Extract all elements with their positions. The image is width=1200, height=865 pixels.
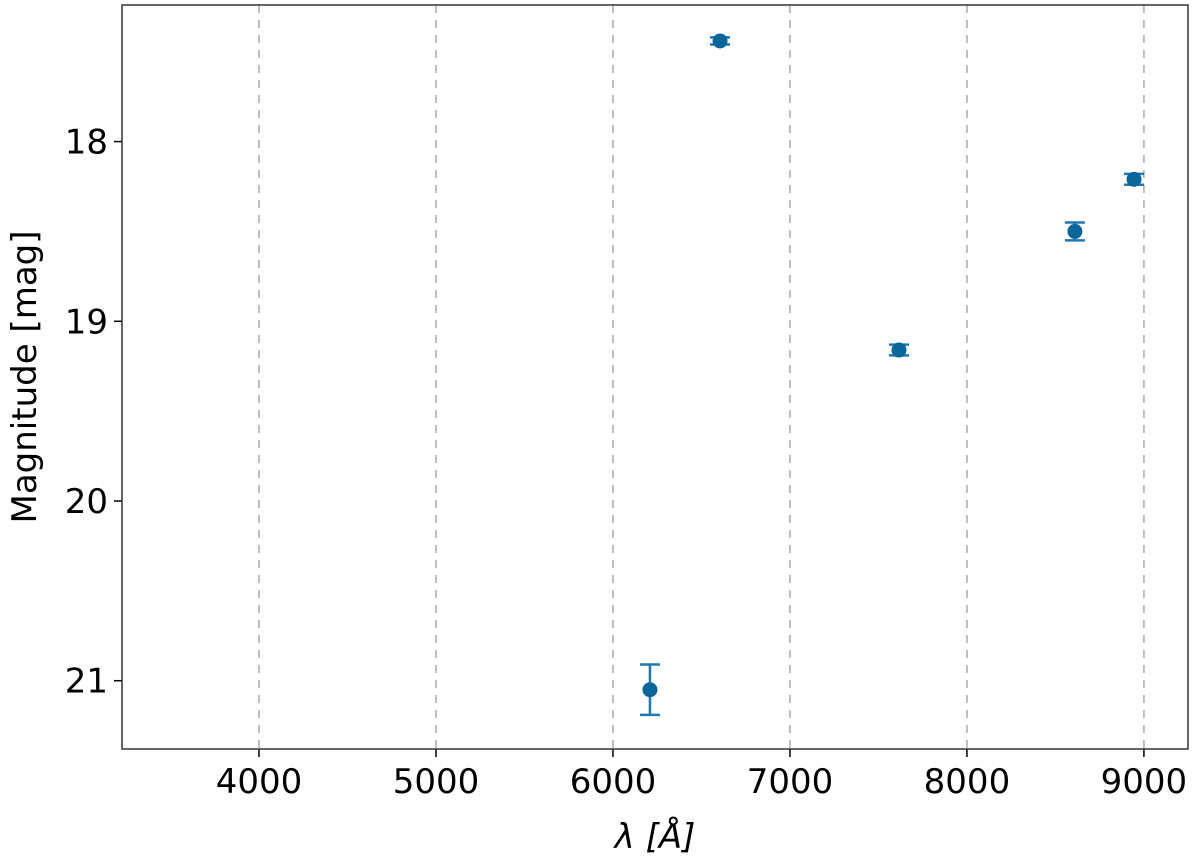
x-tick-label: 7000 [747, 762, 834, 802]
data-point [891, 342, 907, 358]
data-point [1126, 171, 1142, 187]
x-axis-label: λ [Å] [613, 816, 696, 857]
x-tick-label: 9000 [1101, 762, 1188, 802]
x-tick-label: 6000 [570, 762, 657, 802]
x-tick-label: 4000 [216, 762, 303, 802]
y-tick-label: 20 [65, 482, 108, 522]
data-point [642, 682, 658, 698]
x-tick-label: 8000 [924, 762, 1011, 802]
y-tick-label: 18 [65, 123, 108, 163]
plot-frame [121, 4, 1189, 750]
y-axis-label: Magnitude [mag] [5, 230, 45, 523]
data-point [712, 33, 728, 49]
y-tick-label: 21 [65, 662, 108, 702]
y-tick-label: 19 [65, 302, 108, 342]
data-point [1067, 223, 1083, 239]
x-tick-label: 5000 [393, 762, 480, 802]
